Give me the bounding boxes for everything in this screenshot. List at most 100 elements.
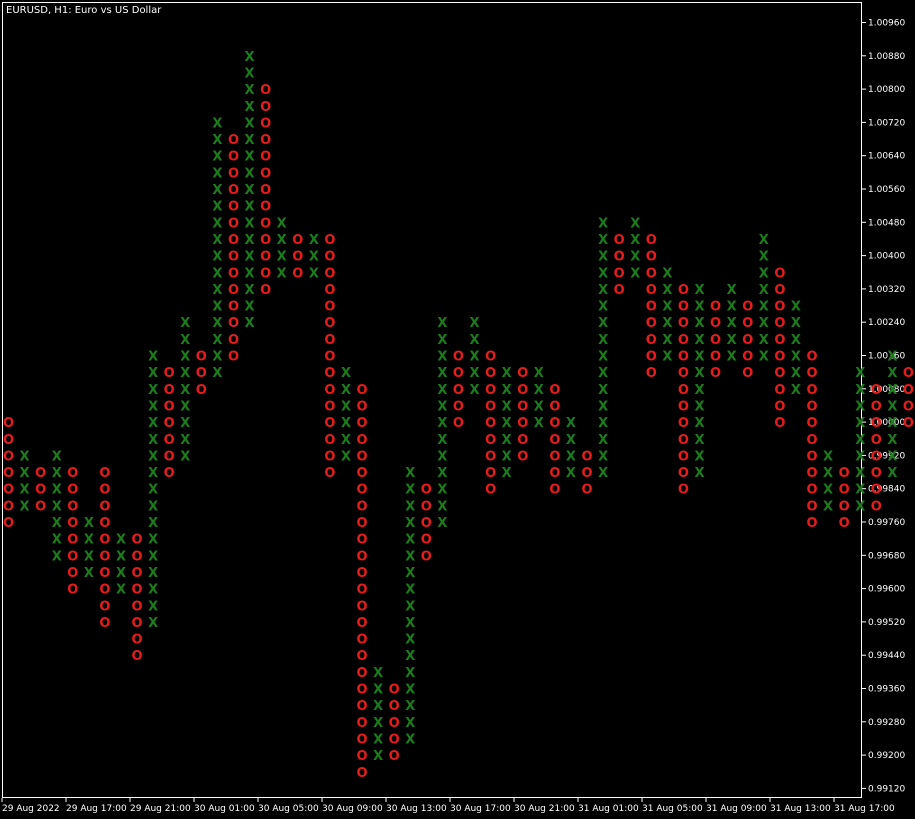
pnf-x-mark: X: [212, 233, 222, 248]
pnf-x-mark: X: [598, 316, 608, 331]
pnf-o-mark: O: [774, 366, 785, 381]
pnf-o-mark: O: [614, 250, 625, 265]
pnf-x-mark: X: [277, 266, 287, 281]
pnf-x-mark: X: [727, 283, 737, 298]
pnf-x-mark: X: [598, 433, 608, 448]
pnf-o-mark: O: [678, 283, 689, 298]
pnf-x-mark: X: [502, 433, 512, 448]
pnf-x-mark: X: [502, 399, 512, 414]
pnf-o-mark: O: [678, 300, 689, 315]
pnf-o-mark: O: [228, 183, 239, 198]
pnf-x-mark: X: [148, 416, 158, 431]
pnf-x-mark: X: [759, 250, 769, 265]
pnf-x-mark: X: [437, 416, 447, 431]
pnf-x-mark: X: [405, 649, 415, 664]
pnf-x-mark: X: [502, 466, 512, 481]
pnf-o-mark: O: [710, 300, 721, 315]
pnf-x-mark: X: [212, 200, 222, 215]
pnf-x-mark: X: [694, 433, 704, 448]
pnf-o-mark: O: [99, 516, 110, 531]
pnf-x-mark: X: [212, 183, 222, 198]
price-tick-label: 0.99920: [868, 451, 905, 461]
pnf-o-mark: O: [453, 383, 464, 398]
pnf-o-mark: O: [871, 416, 882, 431]
pnf-x-mark: X: [791, 383, 801, 398]
pnf-o-mark: O: [67, 516, 78, 531]
pnf-x-mark: X: [52, 466, 62, 481]
pnf-o-mark: O: [774, 316, 785, 331]
time-tick-label: 30 Aug 21:00: [514, 804, 575, 814]
pnf-x-mark: X: [437, 466, 447, 481]
pnf-o-mark: O: [549, 399, 560, 414]
time-tick-label: 30 Aug 13:00: [386, 804, 447, 814]
pnf-o-mark: O: [806, 399, 817, 414]
pnf-x-mark: X: [534, 399, 544, 414]
pnf-o-mark: O: [357, 516, 368, 531]
pnf-x-mark: X: [630, 266, 640, 281]
pnf-x-mark: X: [534, 416, 544, 431]
pnf-x-mark: X: [598, 233, 608, 248]
price-tick-label: 1.00400: [868, 252, 905, 262]
pnf-x-mark: X: [212, 133, 222, 148]
pnf-o-mark: O: [581, 483, 592, 498]
pnf-x-mark: X: [52, 533, 62, 548]
pnf-x-mark: X: [759, 233, 769, 248]
pnf-x-mark: X: [148, 549, 158, 564]
pnf-o-mark: O: [324, 383, 335, 398]
pnf-o-mark: O: [646, 266, 657, 281]
price-axis: 1.00960 1.00880 1.00800 1.00720 1.00640 1.005…: [862, 19, 905, 794]
pnf-x-mark: X: [759, 333, 769, 348]
pnf-o-mark: O: [646, 316, 657, 331]
time-tick-label: 29 Aug 2022: [2, 804, 60, 814]
pnf-x-mark: X: [148, 399, 158, 414]
pnf-o-mark: O: [710, 366, 721, 381]
pnf-x-mark: X: [341, 383, 351, 398]
pnf-x-mark: X: [180, 399, 190, 414]
pnf-o-mark: O: [324, 366, 335, 381]
pnf-o-mark: O: [742, 366, 753, 381]
pnf-x-mark: X: [212, 166, 222, 181]
pnf-x-mark: X: [855, 416, 865, 431]
pnf-o-mark: O: [357, 466, 368, 481]
pnf-x-mark: X: [180, 316, 190, 331]
pnf-o-mark: O: [164, 416, 175, 431]
pnf-o-mark: O: [228, 216, 239, 231]
pnf-o-mark: O: [99, 566, 110, 581]
pnf-x-mark: X: [598, 449, 608, 464]
pnf-x-mark: X: [148, 599, 158, 614]
pnf-o-mark: O: [132, 616, 143, 631]
pnf-x-mark: X: [405, 566, 415, 581]
pnf-x-mark: X: [727, 350, 737, 365]
pnf-o-mark: O: [357, 766, 368, 781]
pnf-x-mark: X: [823, 449, 833, 464]
pnf-o-mark: O: [164, 449, 175, 464]
pnf-o-mark: O: [324, 300, 335, 315]
pnf-o-mark: O: [357, 599, 368, 614]
pnf-x-mark: X: [694, 366, 704, 381]
pnf-x-mark: X: [212, 116, 222, 131]
pnf-o-mark: O: [228, 283, 239, 298]
pnf-x-mark: X: [373, 666, 383, 681]
pnf-o-mark: O: [228, 266, 239, 281]
pnf-o-mark: O: [549, 433, 560, 448]
pnf-x-mark: X: [662, 333, 672, 348]
pnf-x-mark: X: [470, 316, 480, 331]
pnf-x-mark: X: [212, 316, 222, 331]
pnf-o-mark: O: [678, 333, 689, 348]
pnf-x-mark: X: [598, 383, 608, 398]
pnf-o-mark: O: [292, 233, 303, 248]
pnf-o-mark: O: [99, 549, 110, 564]
pnf-x-mark: X: [694, 416, 704, 431]
pnf-x-mark: X: [245, 116, 255, 131]
pnf-o-mark: O: [132, 649, 143, 664]
pnf-o-mark: O: [806, 499, 817, 514]
pnf-o-mark: O: [228, 200, 239, 215]
pnf-x-mark: X: [245, 83, 255, 98]
time-tick-label: 31 Aug 13:00: [770, 804, 831, 814]
pnf-x-mark: X: [598, 250, 608, 265]
pnf-o-mark: O: [710, 333, 721, 348]
pnf-x-mark: X: [277, 233, 287, 248]
pnf-o-mark: O: [774, 333, 785, 348]
pnf-o-mark: O: [260, 150, 271, 165]
